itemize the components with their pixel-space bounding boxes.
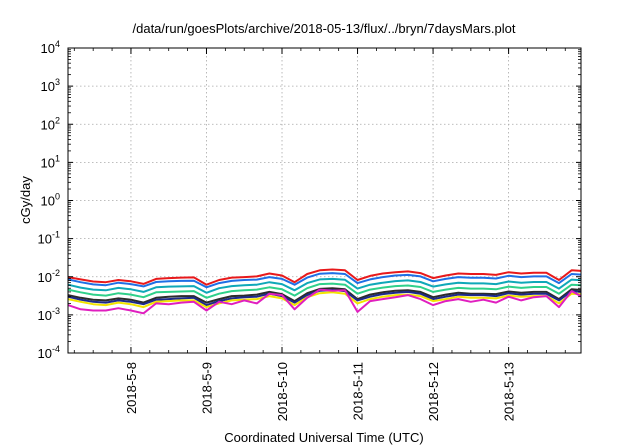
series-line-5 [67, 287, 582, 304]
y-axis-label: cGy/day [18, 176, 33, 224]
series-line-8 [67, 288, 582, 315]
grid [68, 48, 581, 353]
x-tick-label: 2018-5-11 [351, 362, 366, 420]
series-line-7 [67, 291, 582, 309]
series-line-3 [67, 277, 582, 294]
series-group [67, 268, 582, 315]
series-line-4 [67, 282, 582, 299]
x-tick-label: 2018-5-12 [426, 362, 441, 421]
x-axis-label: Coordinated Universal Time (UTC) [224, 430, 423, 445]
x-tick-label: 2018-5-10 [275, 362, 290, 421]
x-tick-label: 2018-5-13 [502, 362, 517, 421]
series-line-2 [67, 272, 582, 289]
x-tick-label: 2018-5-8 [124, 362, 139, 414]
chart-title: /data/run/goesPlots/archive/2018-05-13/f… [133, 21, 516, 36]
x-tick-label: 2018-5-9 [199, 362, 214, 414]
series-line-1 [67, 268, 582, 286]
